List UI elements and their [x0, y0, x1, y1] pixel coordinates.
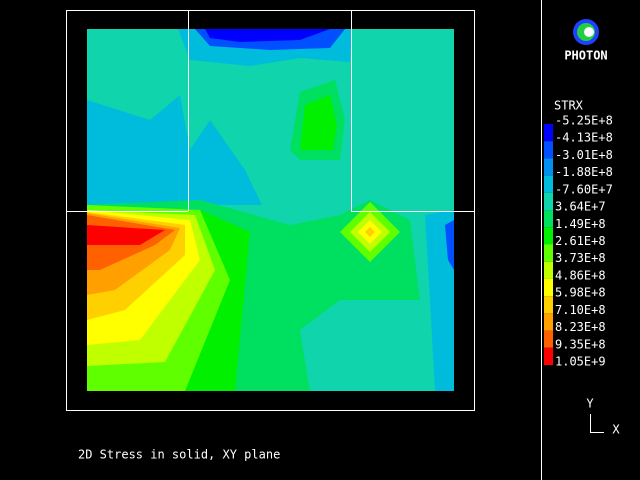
legend-label: -3.01E+8	[555, 148, 613, 162]
legend-band	[544, 347, 553, 365]
logo-text: PHOTON	[564, 49, 607, 63]
contour-field	[87, 29, 454, 391]
axis-x-label: X	[612, 423, 620, 437]
legend-label: -7.60E+7	[555, 182, 613, 196]
legend-label: -4.13E+8	[555, 131, 613, 145]
legend-label: 5.98E+8	[555, 286, 606, 300]
logo-icon	[573, 19, 599, 45]
legend-band	[544, 278, 553, 297]
legend-band	[544, 330, 553, 348]
legend-label: 7.10E+8	[555, 303, 606, 317]
legend-title: STRX	[554, 99, 584, 113]
caption: 2D Stress in solid, XY plane	[78, 448, 280, 462]
axis-triad	[590, 414, 604, 433]
legend-label: 1.49E+8	[555, 217, 606, 231]
legend-band	[544, 210, 553, 228]
legend-band	[544, 158, 553, 176]
legend-label: 9.35E+8	[555, 337, 606, 351]
legend-band	[544, 244, 553, 262]
legend-label: 2.61E+8	[555, 234, 606, 248]
frame	[66, 0, 542, 480]
legend-label: 4.86E+8	[555, 268, 606, 282]
legend-label: 3.73E+8	[555, 251, 606, 265]
legend-band	[544, 192, 553, 211]
axis-y-label: Y	[586, 397, 594, 411]
legend-label: 8.23E+8	[555, 320, 606, 334]
legend: -5.25E+8 -4.13E+8 -3.01E+8 -1.88E+8 -7.60E+7…	[544, 114, 613, 369]
legend-band	[544, 175, 553, 193]
legend-label: 3.64E+7	[555, 200, 606, 214]
legend-band	[544, 124, 553, 142]
legend-label: -5.25E+8	[555, 114, 613, 128]
legend-label: -1.88E+8	[555, 165, 613, 179]
legend-band	[544, 227, 553, 245]
legend-band	[544, 141, 553, 159]
legend-band	[544, 296, 553, 314]
legend-band	[544, 261, 553, 279]
legend-band	[544, 313, 553, 331]
legend-label: 1.05E+9	[555, 355, 606, 369]
